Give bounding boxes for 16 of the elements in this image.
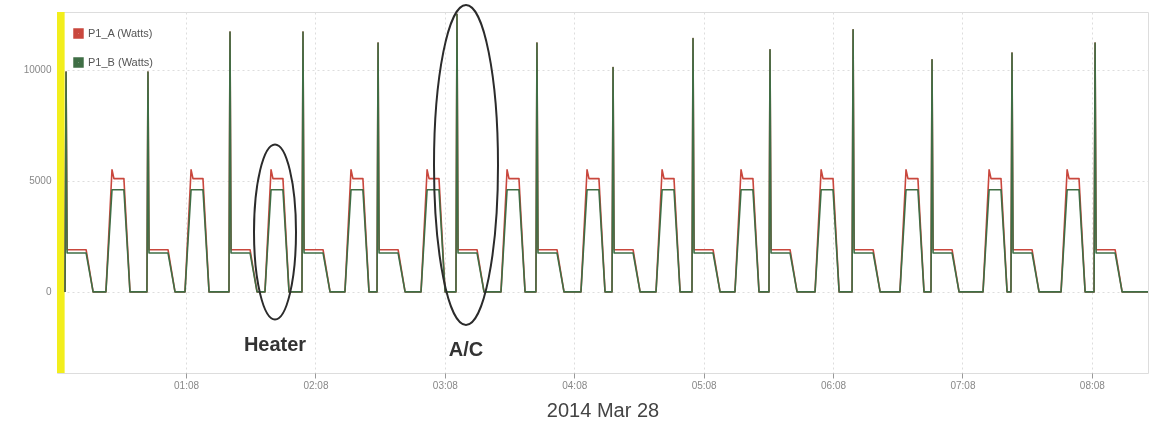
x-tick-label: 07:08 <box>950 379 976 391</box>
x-tick-label: 08:08 <box>1079 379 1106 391</box>
x-axis-title: 2014 Mar 28 <box>546 398 660 421</box>
annotation: A/C <box>448 338 484 360</box>
x-tick-label: 06:08 <box>821 379 847 391</box>
x-tick-label: 01:08 <box>174 379 200 391</box>
y-tick-label: 0 <box>45 286 52 298</box>
x-tick-label: 05:08 <box>691 379 718 391</box>
annotation: Heater <box>243 333 307 355</box>
y-tick-label: 10000 <box>23 64 52 76</box>
x-tick-label: 04:08 <box>562 379 588 391</box>
legend-label: P1_A (Watts) <box>88 26 153 39</box>
y-tick-label: 5000 <box>29 175 52 187</box>
x-tick-label: 02:08 <box>303 379 329 391</box>
x-tick-label: 03:08 <box>432 379 459 391</box>
legend-label: P1_B (Watts) <box>88 55 153 68</box>
